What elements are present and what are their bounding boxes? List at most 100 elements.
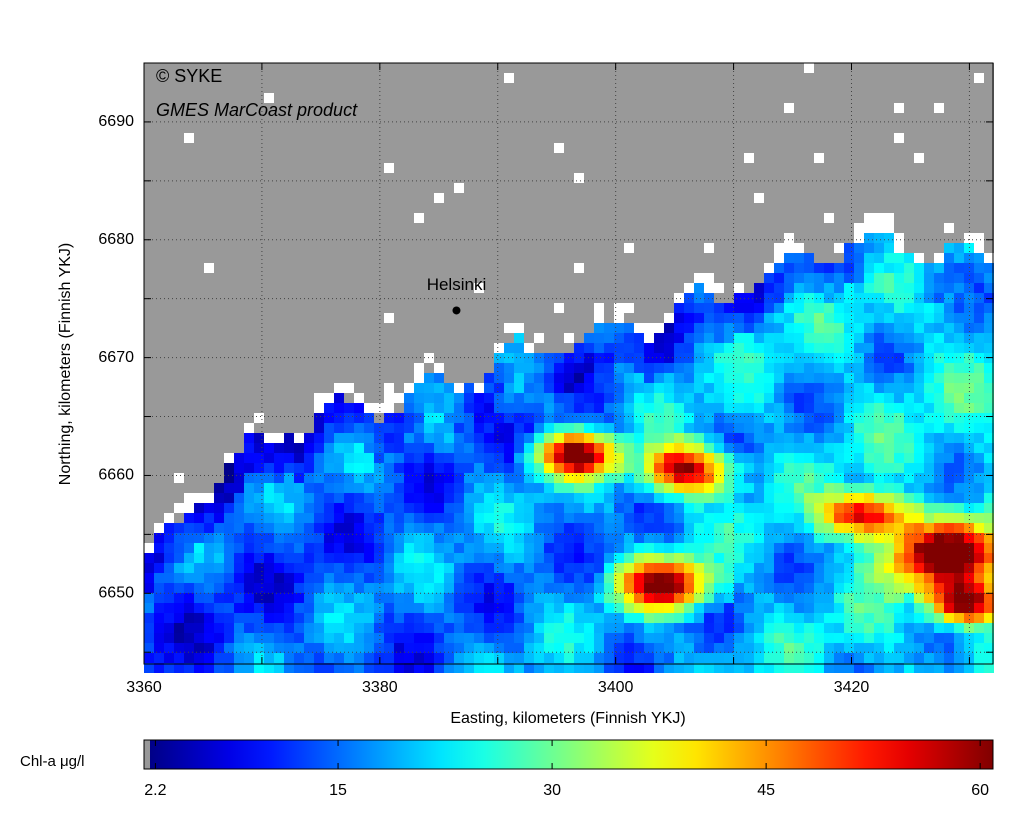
raster-cell bbox=[814, 153, 824, 163]
raster-cell bbox=[254, 623, 264, 633]
raster-cell bbox=[764, 603, 774, 613]
raster-cell bbox=[484, 513, 494, 523]
raster-cell bbox=[554, 613, 564, 623]
raster-cell bbox=[674, 323, 684, 333]
raster-cell bbox=[784, 193, 794, 203]
raster-cell bbox=[224, 293, 234, 303]
raster-cell bbox=[414, 533, 424, 543]
raster-cell bbox=[484, 433, 494, 443]
raster-cell bbox=[634, 643, 644, 653]
raster-cell bbox=[934, 463, 944, 473]
raster-cell bbox=[884, 603, 894, 613]
raster-cell bbox=[624, 573, 634, 583]
raster-cell bbox=[434, 153, 444, 163]
raster-cell bbox=[144, 273, 154, 283]
raster-cell bbox=[924, 393, 934, 403]
raster-cell bbox=[804, 443, 814, 453]
raster-cell bbox=[644, 583, 654, 593]
raster-cell bbox=[864, 493, 874, 503]
raster-cell bbox=[714, 113, 724, 123]
raster-cell bbox=[154, 263, 164, 273]
raster-cell bbox=[894, 463, 904, 473]
raster-cell bbox=[574, 343, 584, 353]
raster-cell bbox=[764, 173, 774, 183]
raster-cell bbox=[844, 63, 854, 73]
raster-cell bbox=[704, 553, 714, 563]
raster-cell bbox=[304, 103, 314, 113]
raster-cell bbox=[204, 633, 214, 643]
raster-cell bbox=[364, 483, 374, 493]
raster-cell bbox=[234, 333, 244, 343]
raster-cell bbox=[614, 633, 624, 643]
raster-cell bbox=[524, 113, 534, 123]
raster-cell bbox=[634, 403, 644, 413]
raster-cell bbox=[864, 543, 874, 553]
raster-cell bbox=[614, 363, 624, 373]
raster-cell bbox=[274, 473, 284, 483]
raster-cell bbox=[334, 443, 344, 453]
raster-cell bbox=[854, 483, 864, 493]
raster-cell bbox=[924, 243, 934, 253]
raster-cell bbox=[944, 293, 954, 303]
raster-cell bbox=[484, 483, 494, 493]
raster-cell bbox=[684, 523, 694, 533]
raster-cell bbox=[564, 503, 574, 513]
raster-cell bbox=[854, 83, 864, 93]
raster-cell bbox=[144, 323, 154, 333]
raster-cell bbox=[484, 613, 494, 623]
raster-cell bbox=[854, 123, 864, 133]
raster-cell bbox=[624, 273, 634, 283]
raster-cell bbox=[804, 133, 814, 143]
raster-cell bbox=[234, 103, 244, 113]
raster-cell bbox=[244, 623, 254, 633]
raster-cell bbox=[524, 553, 534, 563]
raster-cell bbox=[794, 303, 804, 313]
raster-cell bbox=[764, 613, 774, 623]
raster-cell bbox=[214, 303, 224, 313]
raster-cell bbox=[644, 453, 654, 463]
raster-cell bbox=[844, 593, 854, 603]
raster-cell bbox=[374, 413, 384, 423]
raster-cell bbox=[384, 133, 394, 143]
raster-cell bbox=[744, 253, 754, 263]
raster-cell bbox=[364, 513, 374, 523]
raster-cell bbox=[584, 633, 594, 643]
raster-cell bbox=[894, 263, 904, 273]
raster-cell bbox=[514, 363, 524, 373]
raster-cell bbox=[564, 513, 574, 523]
raster-cell bbox=[784, 283, 794, 293]
raster-cell bbox=[874, 243, 884, 253]
raster-cell bbox=[174, 613, 184, 623]
raster-cell bbox=[474, 633, 484, 643]
raster-cell bbox=[544, 253, 554, 263]
raster-cell bbox=[644, 163, 654, 173]
raster-cell bbox=[474, 233, 484, 243]
raster-cell bbox=[324, 633, 334, 643]
raster-cell bbox=[264, 283, 274, 293]
raster-cell bbox=[684, 63, 694, 73]
raster-cell bbox=[634, 343, 644, 353]
raster-cell bbox=[354, 563, 364, 573]
raster-cell bbox=[624, 433, 634, 443]
raster-cell bbox=[574, 463, 584, 473]
raster-cell bbox=[984, 493, 994, 503]
raster-cell bbox=[974, 373, 984, 383]
raster-cell bbox=[414, 143, 424, 153]
raster-cell bbox=[354, 63, 364, 73]
raster-cell bbox=[354, 633, 364, 643]
raster-cell bbox=[904, 243, 914, 253]
raster-cell bbox=[634, 193, 644, 203]
raster-cell bbox=[194, 193, 204, 203]
raster-cell bbox=[604, 553, 614, 563]
raster-cell bbox=[774, 333, 784, 343]
raster-cell bbox=[534, 343, 544, 353]
raster-cell bbox=[414, 423, 424, 433]
raster-cell bbox=[934, 233, 944, 243]
raster-cell bbox=[184, 223, 194, 233]
raster-cell bbox=[834, 633, 844, 643]
raster-cell bbox=[484, 543, 494, 553]
raster-cell bbox=[784, 633, 794, 643]
raster-cell bbox=[364, 333, 374, 343]
raster-cell bbox=[564, 343, 574, 353]
raster-cell bbox=[794, 293, 804, 303]
